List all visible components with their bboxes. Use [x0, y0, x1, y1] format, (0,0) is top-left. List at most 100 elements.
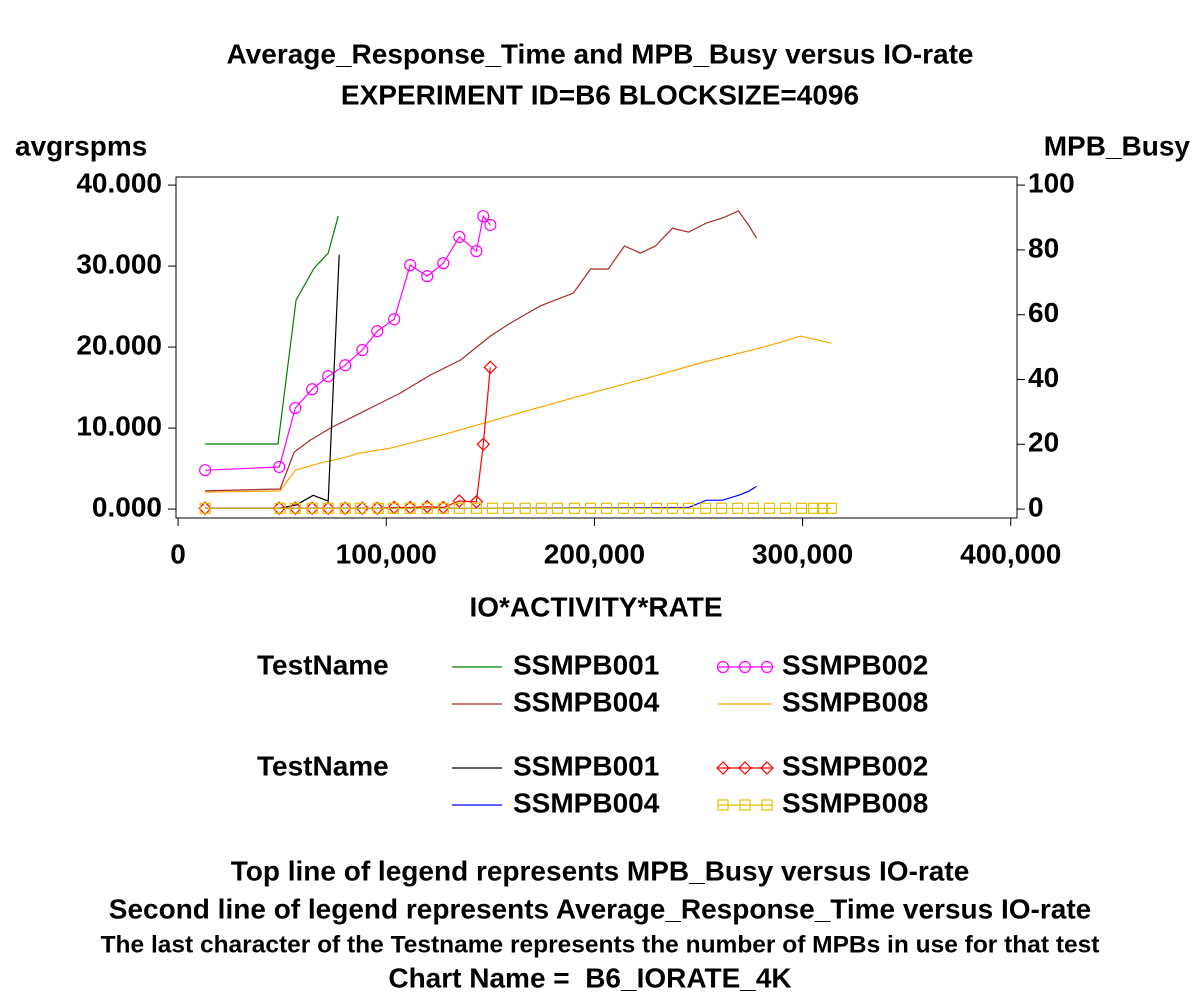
- legend-marker: [760, 761, 774, 775]
- marker: [289, 502, 301, 514]
- legend-marker: [716, 660, 730, 674]
- x-tick-label: 0: [170, 538, 186, 569]
- y2-tick-label: 80: [1028, 232, 1059, 263]
- x-tick-label: 200,000: [544, 538, 645, 569]
- y2-tick-label: 100: [1028, 167, 1075, 198]
- marker: [421, 502, 433, 514]
- marker: [470, 502, 482, 514]
- marker: [600, 502, 613, 514]
- marker: [763, 502, 776, 514]
- legend-label: SSMPB001: [513, 649, 659, 680]
- marker: [747, 502, 760, 514]
- marker: [617, 502, 629, 514]
- marker: [816, 502, 829, 514]
- marker: [502, 502, 515, 514]
- legend-label: SSMPB004: [513, 686, 660, 717]
- x-axis-label: IO*ACTIVITY*RATE: [469, 591, 722, 622]
- legend-label: SSMPB002: [782, 649, 928, 680]
- marker: [354, 502, 366, 514]
- marker: [633, 502, 645, 514]
- legend-marker: [739, 799, 751, 811]
- marker: [795, 502, 808, 514]
- y-tick-label: 10.000: [76, 410, 162, 441]
- marker: [437, 257, 450, 270]
- footnote: The last character of the Testname repre…: [101, 931, 1100, 958]
- marker: [199, 502, 211, 514]
- marker: [470, 245, 483, 258]
- footnote: Second line of legend represents Average…: [109, 893, 1091, 924]
- marker: [568, 502, 581, 514]
- y-tick-label: 0.000: [92, 491, 162, 522]
- plot-frame: [175, 176, 1018, 519]
- marker: [306, 383, 319, 396]
- marker: [388, 313, 401, 326]
- marker: [486, 502, 499, 514]
- marker: [371, 325, 384, 338]
- legend-label: SSMPB004: [513, 787, 660, 818]
- marker: [306, 502, 318, 514]
- y-axis-label: avgrspms: [15, 130, 147, 161]
- marker: [666, 502, 679, 514]
- marker: [289, 401, 302, 415]
- marker: [339, 502, 351, 514]
- marker: [732, 502, 744, 514]
- footnote: Top line of legend represents MPB_Busy v…: [231, 855, 970, 886]
- marker: [452, 494, 467, 508]
- footnote: Chart Name = B6_IORATE_4K: [388, 962, 791, 993]
- chart-subtitle: EXPERIMENT ID=B6 BLOCKSIZE=4096: [341, 79, 859, 110]
- marker: [404, 259, 417, 272]
- series-line: [205, 216, 339, 445]
- chart-title: Average_Response_Time and MPB_Busy versu…: [227, 38, 974, 69]
- x-tick-label: 300,000: [752, 538, 853, 569]
- marker: [519, 502, 531, 514]
- legend-marker: [760, 660, 774, 674]
- series-line: [205, 214, 491, 471]
- series-line: [205, 254, 340, 509]
- y-tick-label: 20.000: [76, 329, 162, 360]
- x-tick-label: 400,000: [960, 538, 1061, 569]
- legend-label: SSMPB001: [513, 750, 659, 781]
- marker: [483, 360, 498, 375]
- legend-marker: [761, 799, 773, 811]
- marker: [476, 437, 491, 452]
- marker: [716, 502, 728, 514]
- legend-marker: [717, 799, 729, 811]
- legend-marker: [716, 761, 730, 775]
- marker: [421, 270, 434, 283]
- marker: [535, 502, 547, 514]
- x-tick-label: 100,000: [336, 538, 437, 569]
- series-line: [205, 210, 758, 492]
- marker: [808, 502, 820, 514]
- marker: [322, 502, 334, 514]
- legend-marker: [738, 660, 752, 674]
- marker: [420, 499, 435, 514]
- marker: [437, 502, 449, 514]
- marker: [355, 501, 370, 516]
- marker: [650, 502, 663, 514]
- marker: [551, 502, 563, 514]
- marker: [453, 230, 466, 244]
- marker: [779, 502, 792, 514]
- marker: [356, 343, 369, 357]
- marker: [321, 501, 336, 516]
- marker: [339, 359, 352, 372]
- y2-axis-label: MPB_Busy: [1044, 130, 1191, 161]
- legend-marker: [738, 761, 752, 775]
- marker: [404, 502, 416, 514]
- series-line: [205, 367, 491, 509]
- legend-label: SSMPB002: [782, 750, 928, 781]
- marker: [584, 502, 597, 514]
- marker: [338, 501, 353, 516]
- series-line: [205, 335, 832, 493]
- y2-tick-label: 60: [1028, 297, 1059, 328]
- marker: [484, 218, 497, 232]
- marker: [699, 502, 712, 514]
- y-tick-label: 30.000: [76, 248, 162, 279]
- y2-tick-label: 20: [1028, 427, 1059, 458]
- marker: [305, 501, 319, 516]
- marker: [274, 502, 286, 514]
- marker: [387, 502, 399, 514]
- y2-tick-label: 0: [1028, 491, 1044, 522]
- marker: [372, 502, 384, 514]
